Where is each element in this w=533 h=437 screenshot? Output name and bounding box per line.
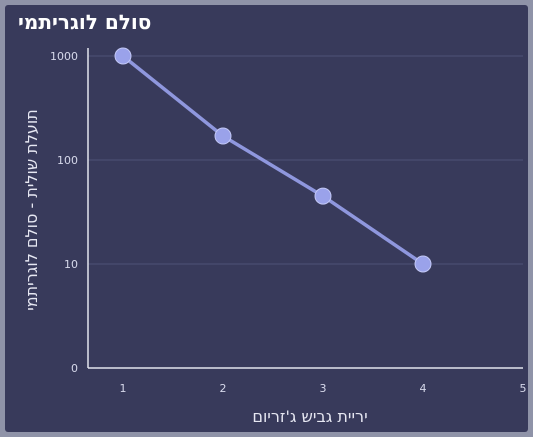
x-tick-label-2: 2 xyxy=(220,382,227,395)
x-tick-label-4: 4 xyxy=(420,382,427,395)
chart-title: סולם לוגריתמי xyxy=(18,10,152,34)
y-tick-label-10: 10 xyxy=(64,258,78,271)
grid-lines xyxy=(88,55,523,265)
y-tick-label-1000: 1000 xyxy=(50,50,78,63)
x-axis-title: יריית גביש ג'זריום xyxy=(252,407,367,426)
data-point-3 xyxy=(314,187,332,205)
data-point-2 xyxy=(214,127,232,145)
chart-panel xyxy=(5,5,528,432)
x-tick-label-3: 3 xyxy=(320,382,327,395)
data-point-1 xyxy=(114,47,132,65)
series-line xyxy=(121,54,425,266)
x-tick-label-1: 1 xyxy=(120,382,127,395)
x-tick-label-5: 5 xyxy=(520,382,527,395)
y-tick-label-0: 0 xyxy=(71,362,78,375)
y-axis-title: תועלת שולית - סולם לוגריתמי xyxy=(22,109,41,311)
y-tick-label-100: 100 xyxy=(57,154,78,167)
data-point-4 xyxy=(414,255,432,273)
data-series xyxy=(114,47,432,273)
